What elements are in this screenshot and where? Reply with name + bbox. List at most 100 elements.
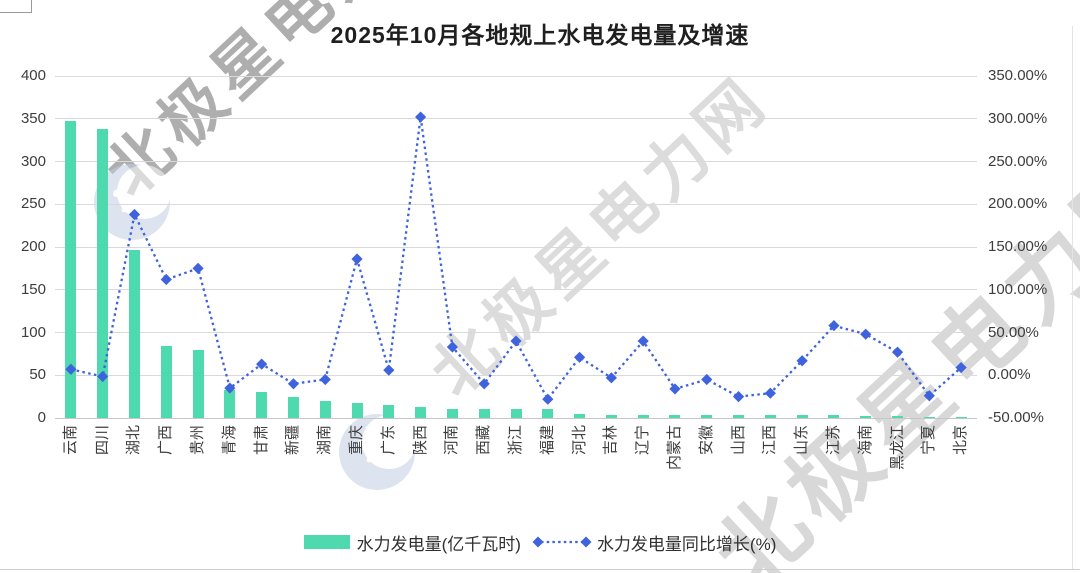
y-axis-tick-left: 350 <box>20 109 46 127</box>
data-point-marker <box>637 335 649 347</box>
data-point-marker <box>128 208 141 221</box>
y-axis-tick-right: 350.00% <box>988 67 1048 84</box>
x-axis-label: 云南 <box>61 425 79 456</box>
x-axis-label: 福建 <box>538 425 556 456</box>
data-point-marker <box>287 378 300 390</box>
legend-item-growth: 水力发电量同比增长(%) <box>531 530 776 555</box>
gridline <box>55 332 977 333</box>
data-point-marker <box>796 355 808 367</box>
data-point-marker <box>732 391 745 403</box>
bar-hydro-generation <box>669 414 681 418</box>
legend-label: 水力发电量同比增长(%) <box>596 534 777 554</box>
data-point-marker <box>192 262 204 274</box>
y-axis-tick-right: 100.00% <box>988 280 1048 298</box>
growth-line <box>70 116 962 402</box>
x-axis-label: 湖北 <box>125 425 143 456</box>
y-axis-tick-left: 300 <box>20 152 46 170</box>
data-point-marker <box>160 273 172 286</box>
y-axis-tick-right: 150.00% <box>988 238 1048 255</box>
y-axis-tick-right: 50.00% <box>988 323 1039 341</box>
y-axis-tick-right: 0.00% <box>988 366 1031 384</box>
data-point-marker <box>669 383 681 395</box>
bar-hydro-generation <box>637 414 649 418</box>
x-axis-label: 新疆 <box>284 425 302 456</box>
x-axis-label: 西藏 <box>475 425 493 456</box>
bar-hydro-generation <box>415 406 427 418</box>
bar-hydro-generation <box>351 403 363 418</box>
data-point-marker <box>828 320 840 332</box>
data-point-marker <box>510 335 522 347</box>
bar-hydro-generation <box>733 415 745 418</box>
x-axis-label: 山东 <box>793 425 811 456</box>
bar-hydro-generation <box>764 415 776 418</box>
gridline <box>55 75 977 77</box>
bar-hydro-generation <box>701 414 713 418</box>
y-axis-tick-right: -50.00% <box>988 409 1044 426</box>
x-axis-label: 湖南 <box>316 425 334 456</box>
data-point-marker <box>256 358 268 370</box>
legend-bar-swatch-icon <box>303 535 350 549</box>
y-axis-tick-left: 0 <box>37 409 46 426</box>
x-axis-label: 重庆 <box>348 425 366 456</box>
frame-fragment-line <box>0 12 32 13</box>
y-axis-tick-left: 150 <box>20 280 46 298</box>
bar-hydro-generation <box>287 397 299 418</box>
bar-hydro-generation <box>319 400 331 418</box>
data-point-marker <box>955 361 967 374</box>
x-axis-label: 北京 <box>952 425 970 456</box>
bar-hydro-generation <box>192 350 204 418</box>
bar-hydro-generation <box>860 415 872 418</box>
x-axis-label: 黑龙江 <box>888 425 906 471</box>
y-axis-tick-left: 200 <box>20 238 46 255</box>
gridline <box>55 118 977 120</box>
bar-hydro-generation <box>796 415 808 418</box>
y-axis-tick-left: 250 <box>20 195 46 213</box>
chart-title: 2025年10月各地规上水电发电量及增速 <box>330 22 750 48</box>
frame-bottom-rule <box>0 569 1080 570</box>
x-axis-label: 辽宁 <box>634 425 652 456</box>
data-point-marker <box>351 253 363 265</box>
x-axis-label: 山西 <box>729 425 747 456</box>
bar-hydro-generation <box>446 408 458 418</box>
bar-hydro-generation <box>542 409 554 418</box>
data-point-marker <box>446 341 459 353</box>
y-axis-tick-right: 200.00% <box>988 195 1048 213</box>
bar-hydro-generation <box>160 346 172 418</box>
bar-hydro-generation <box>128 250 140 418</box>
frame-right-rule <box>1072 26 1073 570</box>
chart-legend: 水力发电量(亿千瓦时) 水力发电量同比增长(%) <box>0 529 1080 555</box>
gridline <box>55 289 977 291</box>
legend-line-swatch-icon <box>532 536 592 548</box>
bar-hydro-generation <box>65 121 77 418</box>
bar-hydro-generation <box>892 416 904 418</box>
gridline <box>55 417 977 419</box>
y-axis-tick-left: 100 <box>20 323 46 341</box>
bar-hydro-generation <box>383 405 395 418</box>
x-axis-label: 广西 <box>157 425 175 456</box>
x-axis-label: 海南 <box>856 425 874 456</box>
data-point-marker <box>573 351 586 363</box>
x-axis-label: 河南 <box>443 425 461 456</box>
bar-hydro-generation <box>923 416 935 418</box>
data-point-marker <box>415 111 427 123</box>
x-axis-label: 内蒙古 <box>665 425 683 471</box>
bar-hydro-generation <box>478 409 490 418</box>
bar-hydro-generation <box>828 415 840 418</box>
y-axis-tick-right: 300.00% <box>988 109 1048 127</box>
x-axis-label: 青海 <box>220 425 238 456</box>
bar-hydro-generation <box>510 408 522 418</box>
x-axis-label: 安徽 <box>697 425 715 456</box>
y-axis-tick-left: 400 <box>20 67 46 84</box>
bar-hydro-generation <box>574 413 586 418</box>
gridline <box>55 203 977 205</box>
x-axis-label: 吉林 <box>602 425 620 456</box>
bar-hydro-generation <box>605 414 617 418</box>
data-point-marker <box>891 346 904 358</box>
gridline <box>55 246 977 248</box>
bar-hydro-generation <box>97 129 109 418</box>
gridline <box>55 161 977 162</box>
x-axis-label: 河北 <box>570 425 588 456</box>
